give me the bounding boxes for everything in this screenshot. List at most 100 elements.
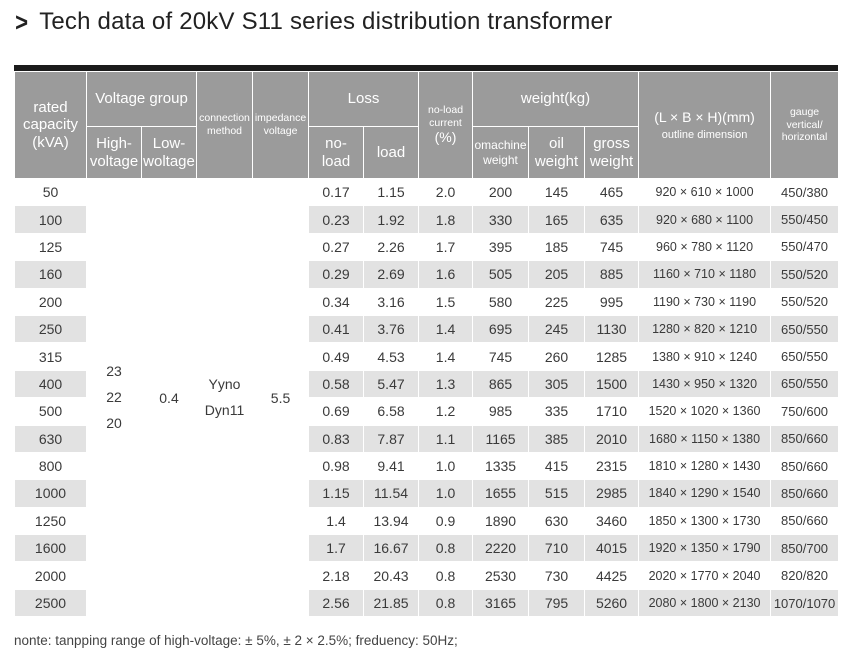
cell-load-loss: 2.26 xyxy=(363,232,420,262)
cell-no-load-current: 0.8 xyxy=(418,534,474,563)
cell-machine-weight: 695 xyxy=(472,314,530,344)
page-heading: > Tech data of 20kV S11 series distribut… xyxy=(14,6,612,38)
cell-oil-weight: 730 xyxy=(528,561,586,590)
cell-capacity: 315 xyxy=(14,342,87,371)
cell-no-load-current: 0.9 xyxy=(418,506,474,536)
cell-outline-dimension: 920 × 610 × 1000 xyxy=(638,177,772,207)
high-voltage-value: 22 xyxy=(106,388,122,405)
table-row: 1250 1.4 13.94 0.9 1890 630 3460 1850 × 1300 × … xyxy=(14,506,840,536)
dimension-label: outline dimension xyxy=(661,128,748,141)
cell-gauge: 850/660 xyxy=(770,479,840,508)
cell-no-load-current: 1.1 xyxy=(418,424,474,453)
cell-load-loss: 1.15 xyxy=(363,177,420,207)
cell-gauge: 550/520 xyxy=(770,260,840,289)
cell-no-load-loss: 0.41 xyxy=(308,314,365,344)
cell-load-loss: 13.94 xyxy=(363,506,420,536)
cell-machine-weight: 745 xyxy=(472,342,530,371)
cell-no-load-loss: 0.34 xyxy=(308,287,365,316)
cell-gauge: 650/550 xyxy=(770,342,840,371)
cell-gauge: 650/550 xyxy=(770,369,840,399)
cell-outline-dimension: 2020 × 1770 × 2040 xyxy=(638,561,772,590)
cell-gauge: 1070/1070 xyxy=(770,588,840,618)
cell-load-loss: 16.67 xyxy=(363,534,420,563)
cell-high-voltage-merged: 23 22 20 xyxy=(86,177,142,618)
cell-load-loss: 3.16 xyxy=(363,287,420,316)
header-machine-weight: omachine weight xyxy=(472,126,530,179)
cell-gauge: 850/660 xyxy=(770,451,840,481)
cell-no-load-current: 1.2 xyxy=(418,397,474,426)
cell-low-voltage-merged: 0.4 xyxy=(140,177,198,618)
cell-no-load-loss: 0.17 xyxy=(308,177,365,207)
cell-load-loss: 7.87 xyxy=(363,424,420,453)
cell-capacity: 2000 xyxy=(14,561,87,590)
cell-gauge: 550/470 xyxy=(770,232,840,262)
cell-oil-weight: 260 xyxy=(528,342,586,371)
cell-gross-weight: 5260 xyxy=(584,588,640,618)
cell-oil-weight: 710 xyxy=(528,534,586,563)
no-load-current-unit: (%) xyxy=(434,129,457,146)
cell-outline-dimension: 1430 × 950 × 1320 xyxy=(638,369,772,399)
cell-gross-weight: 635 xyxy=(584,205,640,234)
spec-table-body: 50 23 22 20 0.4 Yyno Dyn11 5.5 0.17 1.15 2.0 200 145… xyxy=(14,177,840,618)
cell-oil-weight: 415 xyxy=(528,451,586,481)
header-rated-capacity: rated capacity (kVA) xyxy=(14,71,87,179)
cell-no-load-current: 0.8 xyxy=(418,561,474,590)
cell-machine-weight: 2220 xyxy=(472,534,530,563)
cell-no-load-loss: 1.15 xyxy=(308,479,365,508)
cell-outline-dimension: 1920 × 1350 × 1790 xyxy=(638,534,772,563)
cell-gauge: 450/380 xyxy=(770,177,840,207)
cell-no-load-loss: 0.98 xyxy=(308,451,365,481)
cell-no-load-loss: 0.49 xyxy=(308,342,365,371)
cell-oil-weight: 185 xyxy=(528,232,586,262)
cell-machine-weight: 865 xyxy=(472,369,530,399)
cell-no-load-current: 1.4 xyxy=(418,342,474,371)
cell-machine-weight: 3165 xyxy=(472,588,530,618)
cell-outline-dimension: 1280 × 820 × 1210 xyxy=(638,314,772,344)
cell-no-load-current: 2.0 xyxy=(418,177,474,207)
cell-no-load-loss: 1.7 xyxy=(308,534,365,563)
table-row: 800 0.98 9.41 1.0 1335 415 2315 1810 × 1280 × 1… xyxy=(14,451,840,481)
cell-no-load-loss: 0.69 xyxy=(308,397,365,426)
cell-outline-dimension: 1810 × 1280 × 1430 xyxy=(638,451,772,481)
cell-capacity: 1250 xyxy=(14,506,87,536)
table-row: 1000 1.15 11.54 1.0 1655 515 2985 1840 × 1290 ×… xyxy=(14,479,840,508)
header-gross-weight: gross weight xyxy=(584,126,640,179)
cell-outline-dimension: 1840 × 1290 × 1540 xyxy=(638,479,772,508)
cell-gauge: 550/520 xyxy=(770,287,840,316)
header-low-voltage: Low- woltage xyxy=(140,126,198,179)
connection-value: Dyn11 xyxy=(204,401,245,418)
no-load-current-label: no-load current xyxy=(428,104,464,129)
cell-gross-weight: 885 xyxy=(584,260,640,289)
header-outline-dimension: (L × B × H)(mm) outline dimension xyxy=(638,71,772,179)
chevron-right-icon: > xyxy=(15,7,29,37)
cell-capacity: 1600 xyxy=(14,534,87,563)
cell-outline-dimension: 1190 × 730 × 1190 xyxy=(638,287,772,316)
cell-oil-weight: 165 xyxy=(528,205,586,234)
cell-gross-weight: 2010 xyxy=(584,424,640,453)
cell-load-loss: 21.85 xyxy=(363,588,420,618)
cell-no-load-current: 1.6 xyxy=(418,260,474,289)
cell-load-loss: 11.54 xyxy=(363,479,420,508)
cell-oil-weight: 245 xyxy=(528,314,586,344)
cell-no-load-loss: 2.18 xyxy=(308,561,365,590)
dimension-formula: (L × B × H)(mm) xyxy=(654,108,755,125)
cell-capacity: 2500 xyxy=(14,588,87,618)
connection-value: Yyno xyxy=(208,375,241,392)
table-row: 160 0.29 2.69 1.6 505 205 885 1160 × 710 × 1180… xyxy=(14,260,840,289)
cell-machine-weight: 1890 xyxy=(472,506,530,536)
cell-outline-dimension: 1850 × 1300 × 1730 xyxy=(638,506,772,536)
cell-gross-weight: 4015 xyxy=(584,534,640,563)
cell-no-load-current: 1.3 xyxy=(418,369,474,399)
cell-no-load-loss: 0.23 xyxy=(308,205,365,234)
cell-load-loss: 1.92 xyxy=(363,205,420,234)
cell-no-load-loss: 0.58 xyxy=(308,369,365,399)
header-loss: Loss xyxy=(308,71,420,127)
high-voltage-value: 23 xyxy=(106,362,122,379)
cell-oil-weight: 385 xyxy=(528,424,586,453)
cell-machine-weight: 505 xyxy=(472,260,530,289)
header-no-load-current: no-load current (%) xyxy=(418,71,474,179)
cell-outline-dimension: 1680 × 1150 × 1380 xyxy=(638,424,772,453)
cell-capacity: 1000 xyxy=(14,479,87,508)
table-row: 200 0.34 3.16 1.5 580 225 995 1190 × 730 × 1190… xyxy=(14,287,840,316)
cell-no-load-loss: 0.83 xyxy=(308,424,365,453)
